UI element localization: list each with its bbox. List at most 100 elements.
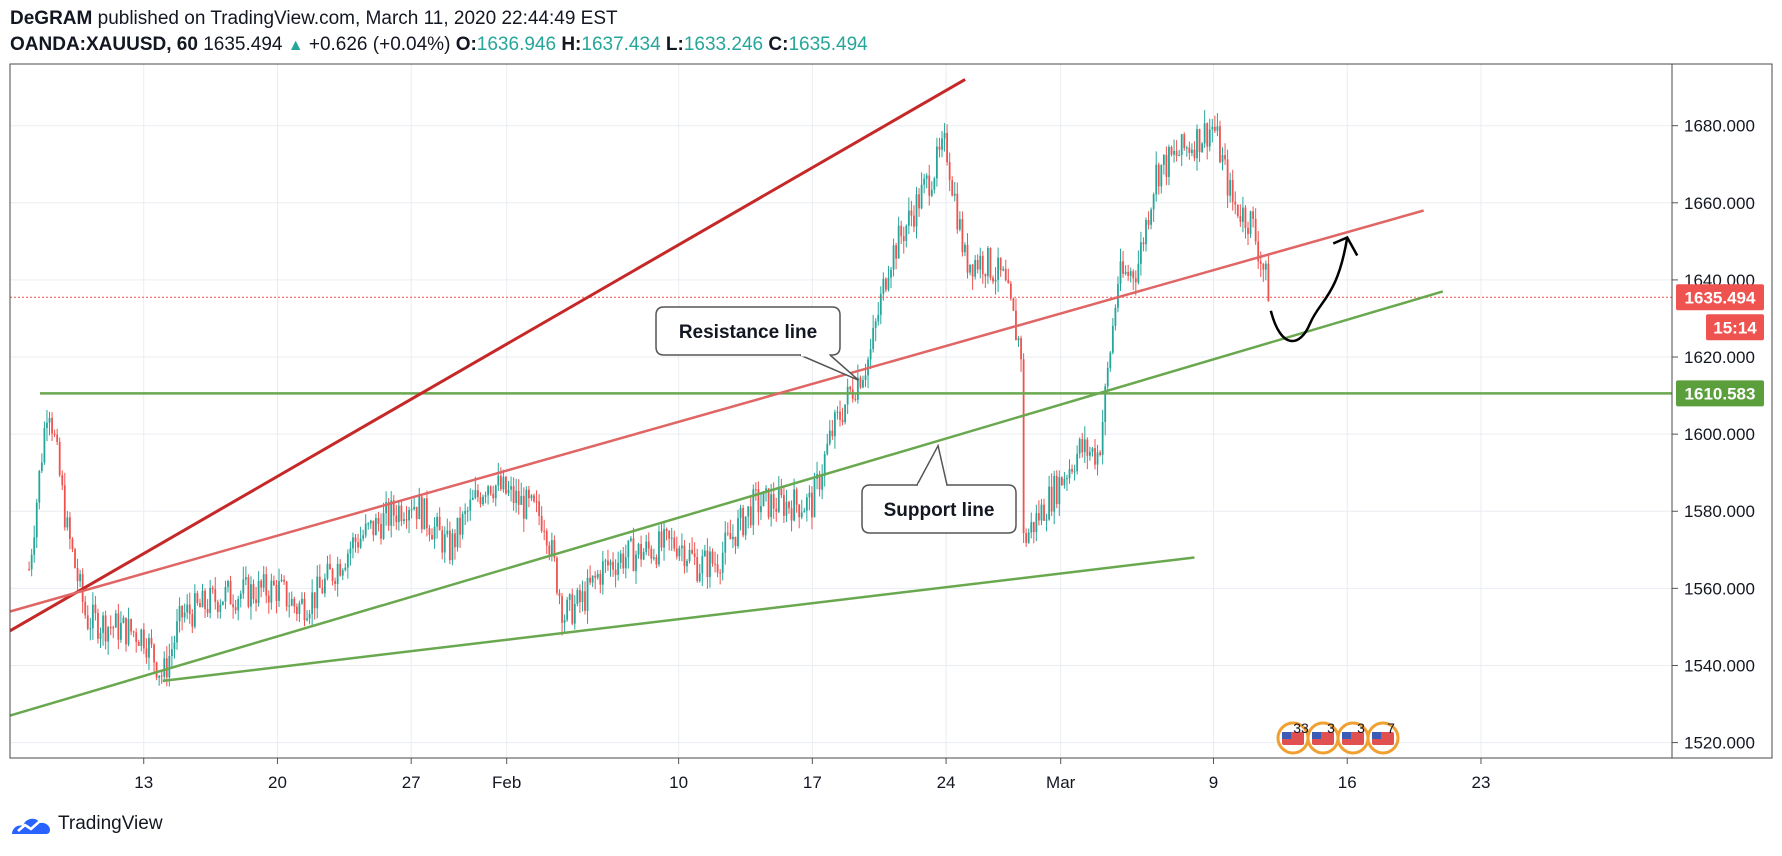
candle-body [502, 476, 505, 490]
candle-body [132, 631, 135, 633]
candle-body [186, 604, 189, 613]
candle-body [528, 489, 530, 499]
candle-body [724, 532, 727, 553]
candle-body [260, 580, 263, 588]
candle-body [349, 548, 352, 554]
candle-body [204, 590, 206, 610]
candle-body [900, 225, 903, 237]
candle-body [1086, 439, 1089, 456]
candle-body [795, 489, 798, 505]
candle-body [757, 489, 760, 513]
candle-body [1022, 359, 1025, 534]
candle-body [974, 260, 977, 277]
candle-body [441, 530, 444, 553]
candle-body [375, 517, 377, 536]
candle-body [767, 488, 770, 518]
candle-body [808, 492, 811, 498]
candle-body [895, 245, 898, 259]
y-tick-label: 1580.000 [1684, 502, 1755, 521]
candle-body [56, 434, 59, 442]
candle-body [380, 523, 382, 539]
candle-body [1007, 280, 1010, 284]
candle-body [497, 475, 500, 486]
candle-body [387, 502, 390, 526]
candle-body [632, 538, 635, 572]
candle-body [74, 549, 76, 568]
candle-body [428, 528, 431, 536]
chart-header: DeGRAM published on TradingView.com, Mar… [10, 6, 868, 59]
candle-body [201, 590, 204, 608]
candle-body [1216, 126, 1219, 131]
candle-body [936, 146, 938, 179]
candle-body [224, 586, 227, 602]
candle-body [247, 577, 250, 607]
candle-body [770, 494, 773, 518]
candle-body [431, 535, 433, 540]
x-tick-label: 17 [803, 773, 822, 792]
candle-body [331, 569, 334, 582]
grid-lines [10, 64, 1672, 758]
candle-body [981, 255, 984, 275]
candle-body [1068, 469, 1071, 479]
candle-body [938, 146, 941, 150]
candle-body [318, 576, 321, 588]
candle-body [79, 574, 82, 582]
candle-body [372, 520, 375, 536]
candle-body [1122, 261, 1124, 274]
candle-body [941, 138, 943, 150]
candle-body [573, 603, 576, 624]
candle-body [329, 563, 331, 570]
candle-body [298, 603, 301, 615]
candle-body [1132, 271, 1135, 279]
candle-body [148, 637, 150, 658]
candle-body [1048, 486, 1051, 520]
candle-body [885, 278, 887, 290]
candle-body [290, 598, 293, 606]
level-tag: 1610.583 [1685, 384, 1756, 403]
candle-body [953, 193, 956, 196]
candle-body [971, 264, 974, 277]
candle-body [341, 570, 344, 576]
candle-body [336, 563, 339, 584]
candle-body [76, 567, 79, 582]
candle-body [902, 236, 905, 242]
candle-body [515, 490, 518, 503]
candle-body [397, 505, 400, 523]
candle-body [267, 595, 270, 603]
candle-body [1083, 439, 1086, 453]
symbol-name[interactable]: OANDA:XAUUSD, 60 [10, 34, 198, 55]
candle-body [535, 501, 538, 503]
candle-body [933, 178, 936, 190]
candle-body [1145, 219, 1147, 245]
candle-body [278, 581, 280, 601]
candle-body [869, 349, 872, 360]
candle-body [522, 495, 525, 519]
candle-body [811, 492, 813, 518]
candle-body [1030, 522, 1033, 533]
candle-body [681, 545, 683, 549]
author-name[interactable]: DeGRAM [10, 8, 93, 29]
price-axis-frame [1671, 63, 1773, 759]
candle-body [1094, 448, 1096, 465]
candle-body [369, 520, 372, 524]
y-tick-label: 1660.000 [1684, 194, 1755, 213]
candle-body [642, 551, 645, 560]
candle-body [594, 575, 597, 578]
candle-body [545, 531, 548, 546]
close-label: C: [768, 34, 789, 55]
candle-body [489, 486, 492, 494]
candle-body [716, 564, 719, 573]
candle-body [905, 225, 908, 242]
price-change: +0.626 (+0.04%) [308, 34, 451, 55]
x-tick-label: 10 [669, 773, 688, 792]
candle-body [232, 604, 235, 608]
candle-body [242, 579, 245, 594]
candle-body [1137, 263, 1140, 283]
candle-body [188, 604, 191, 615]
candle-body [222, 601, 224, 605]
footer-brand[interactable]: TradingView [10, 812, 163, 836]
candle-body [872, 327, 875, 350]
low-label: L: [665, 34, 684, 55]
candle-body [890, 269, 892, 278]
